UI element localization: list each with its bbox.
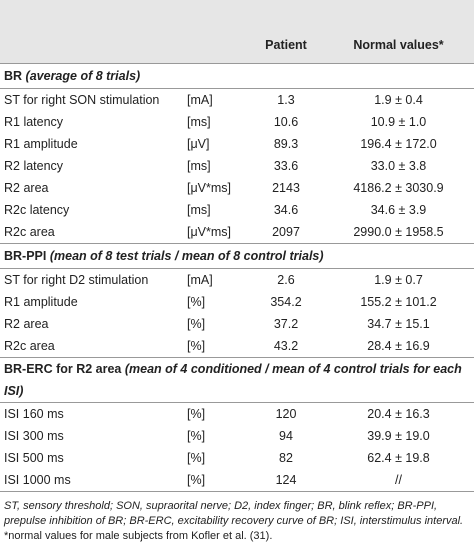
patient-value: 2.6 bbox=[277, 273, 295, 287]
normal-value: 4186.2 ± 3030.9 bbox=[353, 181, 444, 195]
data-row: ISI 160 ms [%] 120 20.4 ± 16.3 bbox=[0, 403, 474, 426]
row-label: R2c area bbox=[4, 225, 55, 239]
section-name: BR-PPI bbox=[4, 249, 47, 263]
header-row: Patient Normal values* bbox=[0, 0, 474, 64]
row-label: R1 amplitude bbox=[4, 137, 78, 151]
row-label: ISI 300 ms bbox=[4, 429, 64, 443]
section-note: (average of 8 trials) bbox=[25, 69, 141, 83]
normal-value: 34.6 ± 3.9 bbox=[370, 203, 427, 217]
header-cell: Patient bbox=[249, 0, 323, 64]
data-row: ISI 500 ms [%] 82 62.4 ± 19.8 bbox=[0, 447, 474, 469]
normal-value: 1.9 ± 0.4 bbox=[374, 93, 423, 107]
row-label: R1 latency bbox=[4, 115, 64, 129]
row-label: ISI 160 ms bbox=[4, 407, 64, 421]
unit: [%] bbox=[187, 473, 206, 487]
data-row: R2 area [μV*ms] 2143 4186.2 ± 3030.9 bbox=[0, 177, 474, 199]
row-label: R2c latency bbox=[4, 203, 70, 217]
unit: [%] bbox=[187, 429, 206, 443]
patient-value: 124 bbox=[275, 473, 297, 487]
row-label: ISI 1000 ms bbox=[4, 473, 71, 487]
data-row: R2c area [%] 43.2 28.4 ± 16.9 bbox=[0, 335, 474, 358]
unit: [μV*ms] bbox=[187, 181, 232, 195]
data-row: R2c latency [ms] 34.6 34.6 ± 3.9 bbox=[0, 199, 474, 221]
unit: [ms] bbox=[187, 115, 211, 129]
footnote: ST, sensory threshold; SON, supraorital … bbox=[4, 500, 464, 527]
header-cell bbox=[0, 0, 183, 64]
data-row: ISI 300 ms [%] 94 39.9 ± 19.0 bbox=[0, 425, 474, 447]
patient-value: 82 bbox=[279, 451, 293, 465]
unit: [%] bbox=[187, 451, 206, 465]
normal-value: 33.0 ± 3.8 bbox=[370, 159, 427, 173]
section-title: BR (average of 8 trials) bbox=[0, 63, 474, 89]
normal-value: 155.2 ± 101.2 bbox=[360, 295, 437, 309]
unit: [%] bbox=[187, 407, 206, 421]
section-name: BR-ERC for R2 area bbox=[4, 362, 122, 376]
section-note: (mean of 4 conditioned / mean of 4 contr… bbox=[4, 362, 462, 398]
normal-value: 196.4 ± 172.0 bbox=[360, 137, 437, 151]
row-label: ST for right D2 stimulation bbox=[4, 273, 149, 287]
header-cell bbox=[183, 0, 249, 64]
normal-value: 39.9 ± 19.0 bbox=[367, 429, 430, 443]
data-row: ST for right D2 stimulation [mA] 2.6 1.9 ± … bbox=[0, 269, 474, 292]
section-name: BR bbox=[4, 69, 23, 83]
unit: [%] bbox=[187, 317, 206, 331]
row-label: ST for right SON stimulation bbox=[4, 93, 160, 107]
patient-value: 43.2 bbox=[273, 339, 299, 353]
patient-value: 10.6 bbox=[273, 115, 299, 129]
header-cell: Normal values* bbox=[323, 0, 474, 64]
patient-value: 2143 bbox=[272, 181, 300, 195]
patient-value: 34.6 bbox=[273, 203, 299, 217]
data-row: R2 latency [ms] 33.6 33.0 ± 3.8 bbox=[0, 155, 474, 177]
normal-value: 34.7 ± 15.1 bbox=[367, 317, 430, 331]
footnotes: ST, sensory threshold; SON, supraorital … bbox=[0, 491, 474, 544]
table: Patient Normal values* BR (average of 8 … bbox=[0, 0, 474, 492]
patient-value: 2097 bbox=[272, 225, 300, 239]
section-title: BR-PPI (mean of 8 test trials / mean of … bbox=[0, 243, 474, 269]
patient-value: 354.2 bbox=[270, 295, 302, 309]
unit: [mA] bbox=[187, 273, 213, 287]
row-label: R2 area bbox=[4, 181, 49, 195]
unit: [%] bbox=[187, 339, 206, 353]
data-row: R2 area [%] 37.2 34.7 ± 15.1 bbox=[0, 313, 474, 335]
normal-value: 1.9 ± 0.7 bbox=[374, 273, 423, 287]
row-label: R2 latency bbox=[4, 159, 64, 173]
patient-value: 120 bbox=[275, 407, 297, 421]
row-label: R2 area bbox=[4, 317, 49, 331]
table-header: Patient Normal values* bbox=[0, 0, 474, 64]
unit: [μV] bbox=[187, 137, 210, 151]
unit: [ms] bbox=[187, 159, 211, 173]
unit: [%] bbox=[187, 295, 206, 309]
patient-value: 89.3 bbox=[273, 137, 299, 151]
patient-value: 37.2 bbox=[273, 317, 299, 331]
unit: [μV*ms] bbox=[187, 225, 232, 239]
row-label: R2c area bbox=[4, 339, 55, 353]
row-label: ISI 500 ms bbox=[4, 451, 64, 465]
unit: [ms] bbox=[187, 203, 211, 217]
normal-value: 28.4 ± 16.9 bbox=[367, 339, 430, 353]
section-row: BR-ERC for R2 area (mean of 4 conditione… bbox=[0, 357, 474, 403]
data-row: R1 latency [ms] 10.6 10.9 ± 1.0 bbox=[0, 111, 474, 133]
footnote: *normal values for male subjects from Ko… bbox=[4, 530, 273, 542]
patient-value: 94 bbox=[279, 429, 293, 443]
patient-value: 33.6 bbox=[273, 159, 299, 173]
section-title: BR-ERC for R2 area (mean of 4 conditione… bbox=[0, 357, 474, 403]
normal-value: 62.4 ± 19.8 bbox=[367, 451, 430, 465]
section-row: BR-PPI (mean of 8 test trials / mean of … bbox=[0, 243, 474, 269]
section-row: BR (average of 8 trials) bbox=[0, 63, 474, 89]
patient-value: 1.3 bbox=[277, 93, 295, 107]
unit: [mA] bbox=[187, 93, 213, 107]
data-row: R1 amplitude [μV] 89.3 196.4 ± 172.0 bbox=[0, 133, 474, 155]
data-row: ISI 1000 ms [%] 124 // bbox=[0, 469, 474, 491]
normal-value: 2990.0 ± 1958.5 bbox=[353, 225, 444, 239]
row-label: R1 amplitude bbox=[4, 295, 78, 309]
data-row: ST for right SON stimulation [mA] 1.3 1.9 ±… bbox=[0, 89, 474, 112]
normal-value: // bbox=[395, 473, 402, 487]
data-row: R2c area [μV*ms] 2097 2990.0 ± 1958.5 bbox=[0, 221, 474, 244]
table-body: BR (average of 8 trials) ST for right SON… bbox=[0, 63, 474, 492]
data-row: R1 amplitude [%] 354.2 155.2 ± 101.2 bbox=[0, 291, 474, 313]
section-note: (mean of 8 test trials / mean of 8 contr… bbox=[49, 249, 324, 263]
normal-value: 20.4 ± 16.3 bbox=[367, 407, 430, 421]
normal-value: 10.9 ± 1.0 bbox=[370, 115, 427, 129]
